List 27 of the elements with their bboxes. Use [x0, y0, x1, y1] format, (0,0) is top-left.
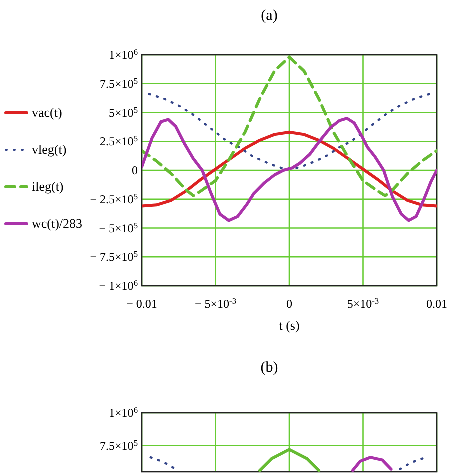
line-series: [142, 117, 437, 222]
x-tick-label: 0: [286, 297, 292, 311]
chart-title: (b): [260, 360, 278, 376]
x-axis-title: t (s): [279, 318, 300, 333]
line-series: [351, 456, 393, 472]
y-tick-label: 0: [132, 164, 138, 178]
y-tick-label: − 5×10$^{5}$: [99, 220, 138, 236]
y-tick-label: 7.5×10$^{5}$: [100, 76, 138, 91]
line-series: [148, 93, 431, 170]
y-tick-label: 5×10$^{5}$: [109, 105, 138, 120]
legend-label: wc(t)/283: [32, 216, 83, 231]
y-tick-label: 2.5×10$^{5}$: [100, 134, 138, 149]
x-tick-label: 5×10$^{-3}$: [347, 296, 380, 311]
y-tick-label: − 2.5×10$^{5}$: [90, 192, 138, 206]
line-series: [142, 130, 437, 208]
legend-label: vleg(t): [32, 142, 67, 157]
y-tick-label: 1×10$^{6}$: [109, 406, 138, 420]
legend-label: vac(t): [32, 105, 62, 120]
legend-label: ileg(t): [32, 179, 64, 194]
x-tick-label: 0.01: [426, 297, 448, 311]
x-tick-label: − 5×10$^{-3}$: [194, 296, 237, 311]
y-tick-label: 7.5×10$^{5}$: [100, 438, 138, 453]
chart-title: (a): [261, 8, 278, 24]
y-tick-label: 1×10$^{6}$: [109, 48, 138, 62]
y-tick-label: − 1×10$^{6}$: [99, 278, 138, 293]
x-tick-label: − 0.01: [126, 297, 158, 311]
y-tick-label: − 7.5×10$^{5}$: [90, 250, 138, 264]
